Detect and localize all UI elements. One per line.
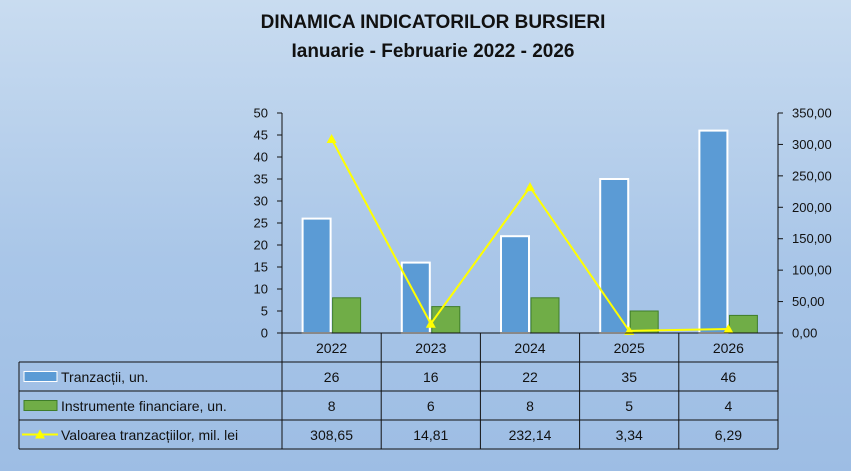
data-label: 35 xyxy=(621,369,637,385)
bar-2 xyxy=(530,297,560,334)
line-point xyxy=(425,318,436,328)
data-label: 5 xyxy=(625,398,633,414)
data-label: 26 xyxy=(324,369,340,385)
left-axis-tick-label: 25 xyxy=(254,216,268,231)
legend-key xyxy=(23,371,58,382)
right-axis-tick-label: 50,00 xyxy=(792,294,825,309)
category-label: 2024 xyxy=(514,340,545,356)
right-axis-tick-label: 150,00 xyxy=(792,231,832,246)
data-label: 46 xyxy=(721,369,737,385)
left-axis-tick-label: 15 xyxy=(254,260,268,275)
category-label: 2023 xyxy=(415,340,446,356)
bar-1 xyxy=(500,235,530,334)
right-axis-tick-label: 200,00 xyxy=(792,200,832,215)
data-label: 4 xyxy=(725,398,733,414)
data-label: 16 xyxy=(423,369,439,385)
right-axis-tick-label: 250,00 xyxy=(792,168,832,183)
left-axis-tick-label: 30 xyxy=(254,194,268,209)
bar-2 xyxy=(332,297,362,334)
right-axis-tick-label: 350,00 xyxy=(792,106,832,121)
data-label: 6,29 xyxy=(715,427,742,443)
line-point xyxy=(326,133,337,143)
chart-title: DINAMICA INDICATORILOR BURSIERI xyxy=(261,12,606,33)
left-axis-tick-label: 45 xyxy=(254,128,268,143)
legend-key xyxy=(23,400,58,411)
left-axis-tick-label: 50 xyxy=(254,106,268,121)
left-axis-tick-label: 5 xyxy=(261,304,268,319)
bar-2 xyxy=(728,314,758,334)
bar-2 xyxy=(431,306,461,334)
data-label: 8 xyxy=(328,398,336,414)
data-label: 3,34 xyxy=(616,427,643,443)
left-axis-tick-label: 20 xyxy=(254,238,268,253)
bar-1 xyxy=(698,129,729,334)
data-label: 308,65 xyxy=(310,427,353,443)
left-axis-tick-label: 10 xyxy=(254,282,268,297)
left-axis-tick-label: 0 xyxy=(261,326,268,341)
bar-1 xyxy=(400,261,431,335)
category-label: 2026 xyxy=(713,340,744,356)
chart-subtitle: Ianuarie - Februarie 2022 - 2026 xyxy=(291,41,574,62)
left-axis-tick-label: 35 xyxy=(254,172,268,187)
line-point xyxy=(525,182,535,192)
data-label: 232,14 xyxy=(509,427,552,443)
category-label: 2022 xyxy=(316,340,347,356)
legend-label: Instrumente financiare, un. xyxy=(61,398,227,414)
legend-label: Valoarea tranzacțiilor, mil. lei xyxy=(61,427,238,443)
line-point xyxy=(723,324,734,334)
right-axis-tick-label: 0,00 xyxy=(792,326,817,341)
legend-label: Tranzacții, un. xyxy=(61,369,148,385)
category-label: 2025 xyxy=(614,340,645,356)
data-label: 6 xyxy=(427,398,435,414)
legend-key-marker xyxy=(35,429,45,439)
right-axis-tick-label: 300,00 xyxy=(792,137,832,152)
data-label: 8 xyxy=(526,398,534,414)
left-axis-tick-label: 40 xyxy=(254,150,268,165)
data-label: 14,81 xyxy=(413,427,448,443)
data-label: 22 xyxy=(522,369,538,385)
right-axis-tick-label: 100,00 xyxy=(792,263,832,278)
bar-1 xyxy=(301,217,332,335)
